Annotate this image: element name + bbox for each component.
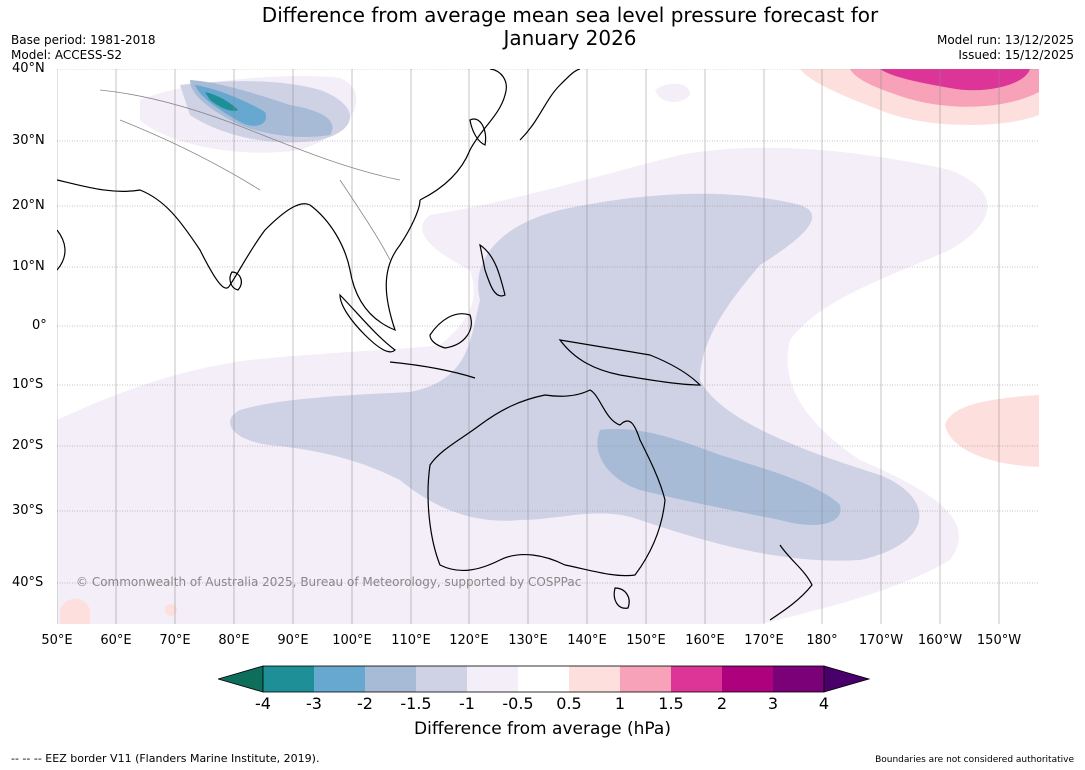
lon-label-100e: 100°E <box>332 633 372 648</box>
anomaly-region-lavender-small <box>655 83 690 103</box>
graticule <box>57 69 1039 624</box>
lat-label-30n: 30°N <box>12 133 45 148</box>
colorbar-cell <box>263 666 315 692</box>
issued-date: Issued: 15/12/2025 <box>958 48 1074 62</box>
anomaly-region-minus-1-5 <box>597 429 841 525</box>
coast-japan <box>519 69 581 141</box>
lon-label-50e: 50°E <box>41 633 73 648</box>
lon-label-60e: 60°E <box>100 633 132 648</box>
anomaly-region-plus-0-5-sw <box>60 598 90 624</box>
lon-label-180: 180° <box>806 633 838 648</box>
anomaly-region-plus-0-5-dot <box>165 604 177 616</box>
lon-label-120e: 120°E <box>449 633 489 648</box>
map-title: Difference from average mean sea level p… <box>220 4 920 50</box>
base-period: Base period: 1981-2018 <box>11 33 156 47</box>
colorbar-tick: -3 <box>306 694 322 713</box>
colorbar-tick: 2 <box>716 694 728 713</box>
model-info: Base period: 1981-2018 Model: ACCESS-S2 <box>11 33 156 63</box>
copyright-text: © Commonwealth of Australia 2025, Bureau… <box>76 575 581 589</box>
colorbar-cell <box>467 666 519 692</box>
lon-label-90e: 90°E <box>277 633 309 648</box>
lon-label-70e: 70°E <box>159 633 191 648</box>
run-info: Model run: 13/12/2025 Issued: 15/12/2025 <box>937 33 1074 63</box>
lat-label-0: 0° <box>32 318 47 333</box>
colorbar-cells <box>218 665 870 693</box>
lat-label-30s: 30°S <box>12 503 44 518</box>
coast-tasmania <box>613 587 630 609</box>
colorbar-cell <box>773 666 825 692</box>
lat-label-20s: 20°S <box>12 438 44 453</box>
coast-new-zealand <box>769 544 813 621</box>
colorbar-cell <box>620 666 672 692</box>
model-run-date: Model run: 13/12/2025 <box>936 33 1074 47</box>
lat-label-10s: 10°S <box>12 377 44 392</box>
lon-label-150w: 150°W <box>976 633 1022 648</box>
colorbar-cell <box>416 666 468 692</box>
coast-india <box>57 179 311 289</box>
colorbar-ticks: -4 -3 -2 -1.5 -1 -0.5 0.5 1 1.5 2 3 4 <box>0 694 1085 714</box>
colorbar-tick: 3 <box>767 694 779 713</box>
colorbar-tick: 0.5 <box>556 694 582 713</box>
colorbar-cell <box>569 666 621 692</box>
anomaly-region-plus-0-5-east <box>945 395 1039 467</box>
lat-label-40n: 40°N <box>12 61 45 76</box>
anomaly-region-plus-1-5-north <box>880 69 1030 91</box>
coast-arabia <box>57 229 66 271</box>
lon-label-140e: 140°E <box>567 633 607 648</box>
coast-borneo <box>429 313 472 349</box>
lon-label-160e: 160°E <box>685 633 725 648</box>
lon-label-170w: 170°W <box>858 633 904 648</box>
lat-label-20n: 20°N <box>12 198 45 213</box>
model-name: Model: ACCESS-S2 <box>11 48 123 62</box>
colorbar-tick: -0.5 <box>502 694 534 713</box>
eez-border-note: -- -- -- EEZ border V11 (Flanders Marine… <box>11 752 320 765</box>
coast-new-guinea <box>558 339 702 386</box>
coast-china <box>419 69 507 201</box>
colorbar-arrow-low <box>218 665 264 693</box>
country-borders <box>99 89 401 261</box>
coast-australia <box>427 389 666 577</box>
coast-sumatra <box>339 293 396 353</box>
boundary-disclaimer: Boundaries are not considered authoritat… <box>875 755 1074 765</box>
colorbar-cell <box>722 666 774 692</box>
coastlines <box>57 69 813 621</box>
coast-korea <box>469 118 487 146</box>
colorbar-cell <box>518 666 570 692</box>
colorbar-cell <box>671 666 723 692</box>
lon-label-150e: 150°E <box>626 633 666 648</box>
colorbar-tick: 1 <box>614 694 626 713</box>
title-line-1: Difference from average mean sea level p… <box>261 3 879 27</box>
colorbar-tick: -1.5 <box>400 694 432 713</box>
pressure-anomaly-map: © Commonwealth of Australia 2025, Bureau… <box>57 69 1039 624</box>
colorbar-tick: -4 <box>255 694 271 713</box>
lat-label-10n: 10°N <box>12 259 45 274</box>
anomaly-region-minus-3 <box>205 92 238 111</box>
lon-label-80e: 80°E <box>218 633 250 648</box>
title-line-2: January 2026 <box>503 26 637 50</box>
coast-philippines <box>479 243 506 297</box>
coast-sri-lanka <box>229 271 242 291</box>
lat-label-40s: 40°S <box>12 575 44 590</box>
colorbar-tick: -1 <box>459 694 475 713</box>
colorbar-tick: 4 <box>818 694 830 713</box>
colorbar-cell <box>314 666 366 692</box>
lon-label-130e: 130°E <box>508 633 548 648</box>
lon-label-160w: 160°W <box>917 633 963 648</box>
colorbar-label: Difference from average (hPa) <box>414 719 671 739</box>
lon-label-110e: 110°E <box>391 633 431 648</box>
lon-label-170e: 170°E <box>744 633 784 648</box>
coast-se-asia <box>309 199 421 332</box>
colorbar-tick: -2 <box>357 694 373 713</box>
coast-java <box>389 361 476 379</box>
colorbar-arrow-high <box>823 665 870 693</box>
colorbar-cell <box>365 666 417 692</box>
colorbar-tick: 1.5 <box>658 694 684 713</box>
colorbar <box>218 665 870 693</box>
